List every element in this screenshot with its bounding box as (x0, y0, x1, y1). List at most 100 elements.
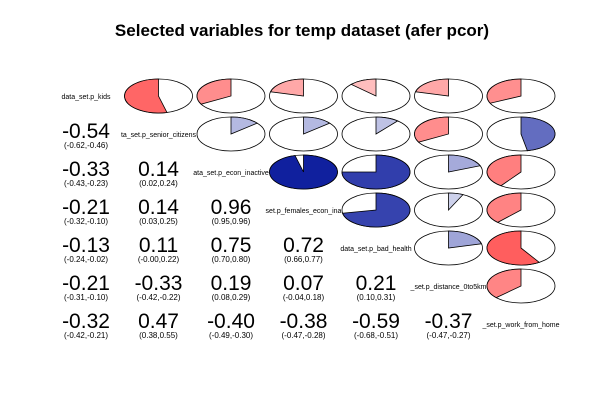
pie-slice (196, 78, 232, 105)
confidence-interval: (-0.31,-0.10) (64, 293, 108, 302)
correlation-cell: 0.47(0.38,0.55) (138, 310, 179, 340)
confidence-interval: (0.95,0.96) (212, 217, 251, 226)
pie-slice (414, 116, 449, 143)
confidence-interval: (0.38,0.55) (139, 331, 178, 340)
pie-glyph (341, 154, 411, 190)
correlation-value: -0.32 (62, 310, 110, 333)
confidence-interval: (0.66,0.77) (284, 255, 323, 264)
correlation-cell: -0.33(-0.42,-0.22) (135, 272, 183, 302)
correlation-value: 0.72 (283, 234, 324, 257)
correlation-value: -0.37 (425, 310, 473, 333)
correlation-value: 0.14 (138, 158, 179, 181)
correlation-cell: 0.19(0.08,0.29) (211, 272, 252, 302)
correlation-cell: -0.21(-0.32,-0.10) (62, 196, 110, 226)
correlation-cell: -0.54(-0.62,-0.46) (62, 120, 110, 150)
correlation-cell: 0.72(0.66,0.77) (283, 234, 324, 264)
correlation-value: -0.21 (62, 272, 110, 295)
confidence-interval: (0.10,0.31) (357, 293, 396, 302)
correlation-value: -0.33 (62, 158, 110, 181)
pie-slice (520, 116, 556, 152)
upper-pie-glyphs (124, 78, 556, 304)
correlation-cell: 0.96(0.95,0.96) (211, 196, 252, 226)
confidence-interval: (0.03,0.25) (139, 217, 178, 226)
confidence-interval: (-0.62,-0.46) (64, 141, 108, 150)
pie-glyph (124, 78, 193, 114)
correlation-value: 0.96 (211, 196, 252, 219)
correlation-value: -0.33 (135, 272, 183, 295)
correlation-value: 0.07 (283, 272, 324, 295)
diagonal-variable-labels: data_set.p_kids ta_set.p_senior_citizensa… (61, 94, 559, 329)
variable-label: data_set.p_kids (61, 94, 111, 101)
confidence-interval: (-0.68,-0.51) (354, 331, 398, 340)
confidence-interval: (-0.32,-0.10) (64, 217, 108, 226)
pie-glyph (196, 116, 266, 152)
variable-label: ta_set.p_senior_citizens (121, 132, 197, 139)
correlation-value: 0.11 (139, 234, 178, 257)
pie-glyph (196, 78, 266, 114)
correlation-value: -0.59 (352, 310, 400, 333)
correlation-cell: -0.13(-0.24,-0.02) (62, 234, 110, 264)
pie-slice (486, 230, 541, 266)
chart-title: Selected variables for temp dataset (afe… (115, 21, 489, 40)
confidence-interval: (-0.42,-0.21) (64, 331, 108, 340)
correlation-cell: -0.37(-0.47,-0.27) (425, 310, 473, 340)
confidence-interval: (-0.47,-0.27) (426, 331, 470, 340)
pie-slice (230, 116, 259, 135)
confidence-interval: (0.70,0.80) (212, 255, 251, 264)
pie-slice (375, 116, 399, 135)
correlation-value: -0.40 (207, 310, 255, 333)
pie-slice (303, 116, 331, 135)
confidence-interval: (-0.24,-0.02) (64, 255, 108, 264)
correlation-value: -0.54 (62, 120, 110, 143)
variable-label: data_set.p_bad_health (340, 246, 411, 253)
correlation-cell: -0.38(-0.47,-0.28) (280, 310, 328, 340)
confidence-interval: (-0.00,0.22) (138, 255, 180, 264)
confidence-interval: (-0.49,-0.30) (209, 331, 253, 340)
pie-glyph (414, 78, 483, 114)
correlation-value: -0.21 (62, 196, 110, 219)
correlation-cell: -0.59(-0.68,-0.51) (352, 310, 400, 340)
confidence-interval: (-0.43,-0.23) (64, 179, 108, 188)
pie-slice (448, 230, 483, 249)
pie-slice (124, 78, 168, 114)
correlation-cell: 0.21(0.10,0.31) (356, 272, 397, 302)
correlation-cell: -0.32(-0.42,-0.21) (62, 310, 110, 340)
pie-slice (486, 154, 522, 187)
correlation-cell: 0.14(0.02,0.24) (138, 158, 179, 188)
pie-glyph (414, 192, 483, 228)
correlation-value: 0.14 (138, 196, 179, 219)
correlation-value: 0.47 (138, 310, 179, 333)
confidence-interval: (-0.04,0.18) (283, 293, 325, 302)
pie-glyph (486, 230, 556, 266)
pie-glyph (341, 192, 411, 228)
pie-slice (350, 78, 377, 97)
correlation-cell: 0.75(0.70,0.80) (211, 234, 252, 264)
correlation-value: 0.21 (356, 272, 397, 295)
pie-glyph (414, 154, 483, 190)
pie-slice (486, 78, 522, 104)
confidence-interval: (0.08,0.29) (212, 293, 251, 302)
correlation-cell: 0.07(-0.04,0.18) (283, 272, 325, 302)
confidence-interval: (0.02,0.24) (139, 179, 178, 188)
pie-slice (486, 192, 522, 223)
correlation-value: 0.75 (211, 234, 252, 257)
pie-glyph (414, 230, 483, 266)
pie-glyph (486, 192, 556, 228)
pie-slice (448, 154, 481, 173)
correlation-cell: -0.21(-0.31,-0.10) (62, 272, 110, 302)
pie-glyph (486, 154, 556, 190)
pie-slice (342, 192, 411, 228)
pie-glyph (269, 116, 338, 152)
pie-glyph (269, 154, 338, 190)
pie-glyph (269, 78, 338, 114)
pie-slice (269, 154, 338, 190)
pie-slice (448, 192, 464, 212)
variable-label: ata_set.p_econ_inactive (193, 170, 269, 177)
pie-slice (269, 78, 304, 97)
confidence-interval: (-0.42,-0.22) (136, 293, 180, 302)
pie-glyph (486, 116, 556, 152)
correlation-cell: 0.14(0.03,0.25) (138, 196, 179, 226)
pie-glyph (414, 116, 483, 152)
pie-glyph (486, 268, 556, 304)
confidence-interval: (-0.47,-0.28) (281, 331, 325, 340)
